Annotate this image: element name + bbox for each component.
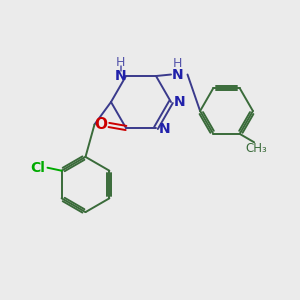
Text: N: N [159, 122, 170, 136]
Text: N: N [172, 68, 183, 82]
Text: N: N [174, 95, 185, 109]
Text: Cl: Cl [30, 161, 45, 175]
Text: CH₃: CH₃ [245, 142, 267, 155]
Text: H: H [173, 57, 182, 70]
Text: N: N [115, 69, 126, 83]
Text: O: O [94, 118, 107, 133]
Text: H: H [116, 56, 125, 69]
